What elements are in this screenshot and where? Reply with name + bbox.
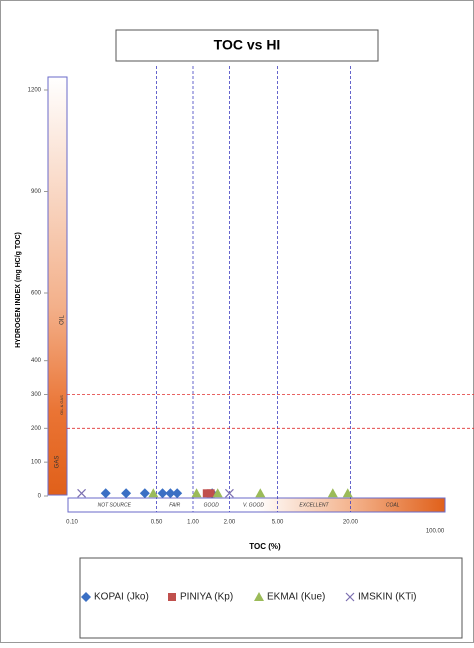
x-stroke [77,488,87,498]
y-tick-label: 400 [31,358,42,364]
diamond-marker [172,488,183,499]
y-tick-label: 1200 [28,88,42,94]
diamond-marker [139,488,150,499]
x-tick-label: 2.00 [224,520,236,526]
triangle-marker [254,592,264,601]
legend-label: IMSKIN (KTi) [358,592,417,603]
y-axis-title: HYDROGEN INDEX (mg HC/g TOC) [15,232,22,348]
x-tick-label: 20.00 [343,520,359,526]
triangle-marker [191,488,202,498]
source-zone: COAL [386,502,400,508]
y-tick-label: 900 [31,189,42,195]
diamond-marker [157,488,168,499]
x-marker [345,592,355,602]
x-tick-label: 0.50 [151,520,163,526]
legend-label: KOPAI (Jko) [94,592,149,603]
triangle-marker [148,488,159,498]
y-tick-label: 200 [31,426,42,432]
x-tick-label: 1.00 [187,520,199,526]
title-box [115,29,379,62]
x-stroke [345,592,355,602]
hc-bar [47,76,68,496]
x-stroke [225,488,234,498]
x-marker [225,488,234,498]
source-zone: NOT SOURCE [98,502,132,508]
diamond-marker [165,488,176,499]
source-zone: EXCELLENT [299,502,329,508]
x-tick-label: 100.00 [426,529,445,535]
triangle-marker [212,488,223,498]
source-zone: FAIR [169,502,180,508]
square-marker [168,593,176,601]
x-tick-label: 0.10 [66,520,78,526]
y-tick-label: 600 [31,291,42,297]
square-marker [206,489,215,498]
hc-zone: OIL & GAS [59,395,64,415]
hc-zone: OIL [60,315,66,325]
y-tick-label: 100 [31,460,42,466]
chart-title: TOC vs HI [214,37,281,53]
source-zone: V. GOOD [243,502,264,508]
hc-zone: GAS [55,456,61,469]
source-zone: GOOD [204,502,220,508]
x-marker [77,488,87,498]
diamond-marker [121,488,132,499]
y-tick-label: 300 [31,392,42,398]
y-tick-label: 0 [38,494,42,500]
triangle-marker [255,488,266,498]
triangle-marker [342,488,353,498]
x-axis-title: TOC (%) [249,542,281,551]
diamond-marker [81,592,91,602]
legend-label: EKMAI (Kue) [267,592,325,603]
legend-label: PINIYA (Kp) [180,592,233,603]
diamond-marker [100,488,111,499]
x-tick-label: 5.00 [272,520,284,526]
triangle-marker [327,488,338,498]
legend-box [79,557,463,639]
